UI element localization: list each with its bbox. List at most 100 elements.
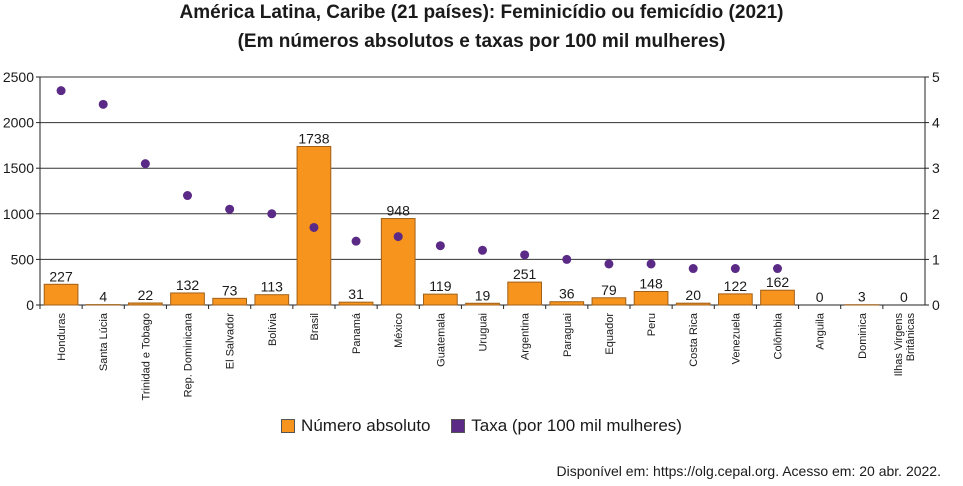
bar [380,218,416,306]
bar [549,301,585,306]
x-tick-label: Santa Lúcia [98,312,110,371]
bar-value-label: 0 [816,289,824,305]
chart-subtitle: (Em números absolutos e taxas por 100 mi… [237,31,726,52]
rate-dot [309,222,319,232]
bar [591,297,627,306]
y-right-tick-label: 0 [932,297,940,313]
bar-value-label: 948 [387,203,411,219]
x-tick-label: Paraguai [562,313,574,357]
y-left-tick-label: 500 [11,251,35,267]
y-left-tick-label: 1500 [3,160,34,176]
rate-dot [351,236,361,246]
rate-dot [604,259,614,269]
bar [718,293,753,306]
bar-value-label: 113 [261,279,284,295]
bar-value-label: 148 [639,276,663,292]
legend-item-absolute: Número absoluto [281,416,431,436]
bar-value-label: 1738 [298,130,329,146]
bar-value-label: 31 [348,286,364,302]
bar [423,293,458,306]
bar-value-label: 122 [724,278,748,294]
y-left-tick-label: 2000 [3,115,34,131]
bar [128,302,163,306]
y-right-tick-label: 1 [932,251,940,267]
legend-label-rate: Taxa (por 100 mil mulheres) [471,416,682,435]
bar-value-label: 3 [858,289,866,305]
bar [254,294,290,306]
rate-dot [773,264,782,274]
x-tick-label: Bolívia [267,312,279,346]
rate-dot [56,86,66,96]
rate-dot [688,264,698,274]
x-tick-label: Costa Rica [688,312,700,367]
x-tick-label: Equador [604,313,616,355]
bar [675,302,711,306]
bar [338,301,374,306]
y-right-tick-label: 3 [932,160,940,176]
rate-dot [520,250,530,260]
x-tick-label: Trinidad e Tobago [140,313,152,400]
legend-item-rate: Taxa (por 100 mil mulheres) [451,416,682,436]
bar-value-label: 36 [559,286,575,302]
y-left-tick-label: 0 [26,297,34,313]
y-left-tick-label: 1000 [3,206,34,222]
bar-value-label: 227 [49,268,73,284]
y-right-tick-label: 2 [932,206,940,222]
bar [465,302,500,306]
bar-value-label: 119 [429,278,452,294]
rate-dot [225,204,235,214]
bar-value-label: 19 [475,287,491,303]
chart-legend: Número absoluto Taxa (por 100 mil mulher… [0,416,963,438]
x-tick-label: Britânicas [905,313,917,362]
bar-value-label: 0 [900,289,908,305]
y-right-tick-label: 4 [932,115,940,131]
x-tick-label: Rep. Dominicana [183,312,195,397]
bar-value-label: 162 [766,274,790,290]
x-tick-label: Honduras [56,313,68,361]
x-tick-label: Argentina [520,312,532,360]
bar [212,297,248,306]
x-tick-label: Brasil [309,313,321,341]
rate-dot [98,99,108,109]
bar [633,291,669,306]
x-tick-label: México [393,313,405,348]
legend-label-absolute: Número absoluto [301,416,431,435]
bar-value-label: 20 [685,287,701,303]
x-tick-label: El Salvador [225,313,237,370]
y-right-tick-label: 5 [932,69,940,85]
x-tick-label: Colômbia [773,312,785,359]
bar-value-label: 132 [176,277,200,293]
x-tick-label: Dominica [857,312,869,359]
rate-dot [646,259,656,269]
bar-value-label: 79 [601,282,617,298]
rate-dot [140,159,150,169]
x-tick-label: Ilhas Virgens [893,313,905,377]
legend-swatch-bar [281,419,296,433]
bar [170,292,205,306]
rate-dot [435,241,445,251]
bar [760,289,795,306]
rate-dot [730,264,740,274]
x-tick-label: Peru [646,313,658,336]
x-tick-label: Guatemala [435,312,447,367]
bar-value-label: 22 [138,287,154,303]
source-note: Disponível em: https://olg.cepal.org. Ac… [556,463,941,479]
rate-dot [267,209,277,219]
rate-dot [478,245,487,255]
legend-swatch-dot [451,419,466,433]
bar-value-label: 4 [99,289,107,305]
bar [43,283,79,306]
rate-dot [183,191,192,201]
bar-value-label: 73 [222,282,238,298]
x-tick-label: Uruguai [478,313,490,352]
bar [507,281,542,306]
rate-dot [393,232,403,242]
x-tick-label: Venezuela [730,312,742,364]
rate-dot [562,254,572,264]
chart-title: América Latina, Caribe (21 países): Femi… [179,2,784,23]
y-left-tick-label: 2500 [3,69,34,85]
x-tick-label: Anguila [815,312,827,350]
bar-value-label: 251 [513,266,537,282]
x-tick-label: Panamá [351,312,363,354]
